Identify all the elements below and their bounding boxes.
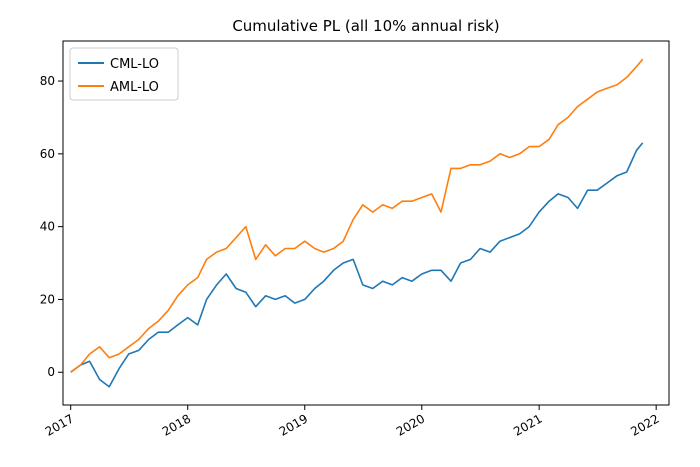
y-tick-label: 60	[40, 147, 55, 161]
x-tick-label: 2022	[628, 411, 661, 438]
series-line-cml-lo	[70, 142, 644, 388]
y-tick-label: 20	[40, 292, 55, 306]
x-axis: 2017 2018 2019 2020 2021 2022	[43, 405, 662, 439]
series-layer	[70, 58, 644, 388]
legend-label: AML-LO	[110, 80, 159, 95]
legend: CML-LO AML-LO	[69, 47, 179, 101]
series-line-aml-lo	[70, 58, 644, 373]
y-tick-label: 80	[40, 74, 55, 88]
legend-label: CML-LO	[110, 57, 159, 72]
x-tick-label: 2017	[43, 411, 76, 438]
y-tick-label: 0	[47, 365, 55, 379]
x-tick-label: 2021	[511, 411, 544, 438]
x-tick-label: 2018	[160, 411, 193, 438]
plot-frame	[62, 40, 670, 406]
y-axis: 0 20 40 60 80	[40, 74, 63, 379]
y-tick-label: 40	[40, 220, 55, 234]
x-tick-label: 2020	[394, 411, 427, 438]
chart-title: Cumulative PL (all 10% annual risk)	[232, 17, 499, 35]
x-tick-label: 2019	[277, 411, 310, 438]
